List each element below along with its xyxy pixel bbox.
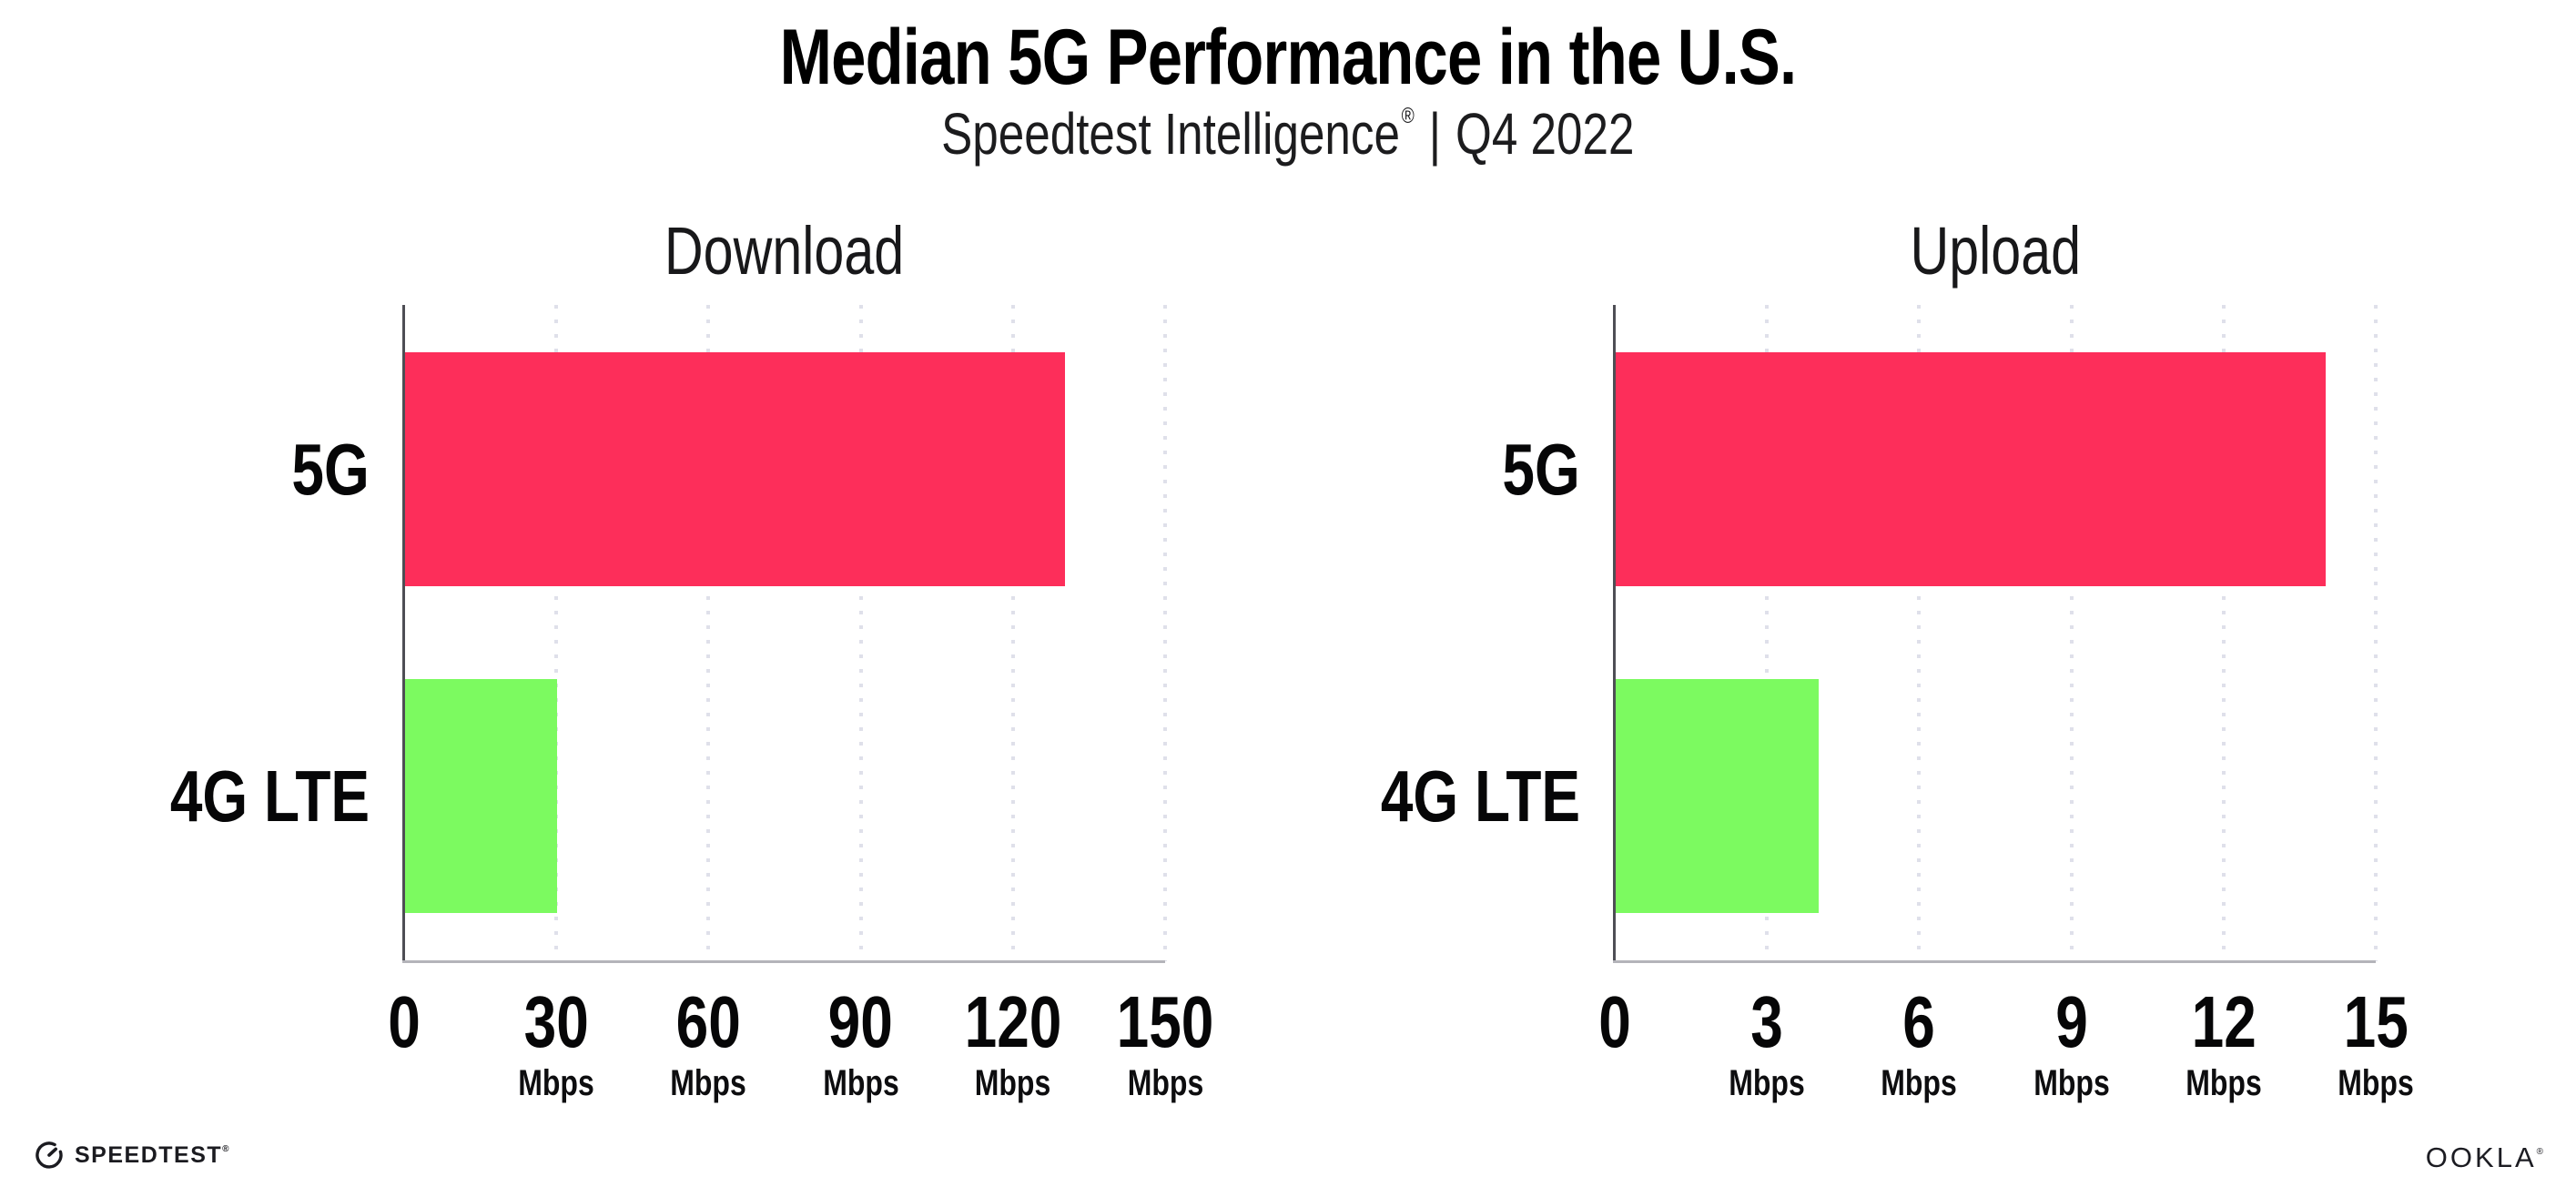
gridline-60: [706, 305, 711, 961]
upload-chart: Upload 0 3 Mbps 6 Mbps 9 Mbps 12 Mbps 15 Mbps 5G 4G …: [1381, 213, 2414, 1101]
download-bar-4g-lte: [405, 679, 558, 913]
download-y-axis-line: [402, 305, 405, 961]
x-tick-label: 15: [2343, 981, 2409, 1062]
subtitle-separator: |: [1428, 101, 1442, 167]
upload-bar-layer: [1615, 305, 2376, 961]
x-tick-unit-label: Mbps: [822, 1062, 899, 1103]
download-chart-title-text: Download: [664, 213, 905, 289]
x-tick-90: 90 Mbps: [813, 981, 908, 1103]
ookla-registered-mark: ®: [2536, 1147, 2546, 1157]
upload-bar-5g: [1616, 352, 2327, 586]
x-tick-unit-label: Mbps: [1881, 1062, 1958, 1103]
registered-mark: ®: [1401, 104, 1415, 128]
x-tick-150: 150 Mbps: [1104, 981, 1225, 1103]
ookla-wordmark-text: OOKLA: [2425, 1141, 2537, 1173]
x-tick-30: 30 Mbps: [509, 981, 603, 1103]
upload-x-axis-line: [1613, 960, 2376, 963]
speedtest-wordmark-text: SPEEDTEST: [75, 1141, 223, 1168]
gridline-120: [1010, 305, 1015, 961]
x-tick-label: 30: [523, 981, 589, 1062]
speedtest-logo: SPEEDTEST®: [34, 1140, 230, 1171]
x-tick-label: 60: [675, 981, 741, 1062]
upload-chart-title: Upload: [1615, 212, 2376, 289]
x-tick-3: 3 Mbps: [1719, 981, 1814, 1103]
x-tick-12: 12 Mbps: [2176, 981, 2271, 1103]
gridline-15: [2374, 305, 2378, 961]
chart-subtitle: Speedtest Intelligence® | Q4 2022: [0, 100, 2576, 167]
category-label-5g: 5G: [1502, 428, 1580, 510]
chart-main-title: Median 5G Performance in the U.S.: [0, 13, 2576, 103]
upload-y-axis-line: [1613, 305, 1616, 961]
download-bar-layer: [404, 305, 1165, 961]
x-tick-label: 0: [1598, 981, 1631, 1062]
x-tick-unit-label: Mbps: [1127, 1062, 1203, 1103]
upload-bar-4g-lte: [1616, 679, 1819, 913]
download-grid-layer: [404, 305, 1167, 961]
x-tick-label: 0: [388, 981, 421, 1062]
x-tick-unit-label: Mbps: [518, 1062, 594, 1103]
subtitle-period: Q4 2022: [1455, 101, 1635, 167]
gridline-150: [1163, 305, 1167, 961]
gridline-9: [2069, 305, 2074, 961]
speedtest-gauge-icon: [35, 1141, 63, 1169]
x-tick-0: 0: [1595, 981, 1636, 1062]
download-chart-title: Download: [404, 212, 1165, 289]
chart-main-title-text: Median 5G Performance in the U.S.: [779, 14, 1798, 101]
category-label-4g-lte: 4G LTE: [169, 755, 370, 837]
download-bar-5g: [405, 352, 1065, 586]
x-tick-label: 6: [1902, 981, 1936, 1062]
download-x-axis-line: [402, 960, 1165, 963]
x-tick-label: 3: [1750, 981, 1783, 1062]
speedtest-wordmark: SPEEDTEST®: [75, 1142, 230, 1169]
x-tick-label: 90: [827, 981, 894, 1062]
category-label-4g-lte: 4G LTE: [1380, 755, 1580, 837]
x-tick-120: 120 Mbps: [952, 981, 1073, 1103]
x-tick-0: 0: [384, 981, 425, 1062]
gridline-3: [1765, 305, 1770, 961]
gridline-90: [858, 305, 863, 961]
x-tick-unit-label: Mbps: [975, 1062, 1051, 1103]
x-tick-unit-label: Mbps: [670, 1062, 747, 1103]
ookla-logo: OOKLA®: [2426, 1141, 2546, 1174]
x-tick-9: 9 Mbps: [2023, 981, 2118, 1103]
download-chart: Download 0 30 Mbps 60 Mbps 90 Mbps 120 Mbps 150 Mb…: [170, 213, 1214, 1101]
gridline-30: [554, 305, 559, 961]
category-label-5g: 5G: [291, 428, 370, 510]
chart-subtitle-text: Speedtest Intelligence® | Q4 2022: [941, 100, 1634, 167]
x-tick-15: 15 Mbps: [2328, 981, 2423, 1103]
x-tick-unit-label: Mbps: [2033, 1062, 2110, 1103]
x-tick-label: 150: [1116, 981, 1214, 1062]
upload-chart-title-text: Upload: [1910, 213, 2081, 289]
x-tick-60: 60 Mbps: [661, 981, 756, 1103]
x-tick-unit-label: Mbps: [2338, 1062, 2414, 1103]
gridline-12: [2221, 305, 2226, 961]
x-tick-6: 6 Mbps: [1871, 981, 1966, 1103]
x-tick-unit-label: Mbps: [1729, 1062, 1805, 1103]
gridline-6: [1917, 305, 1922, 961]
x-tick-label: 120: [964, 981, 1062, 1062]
x-tick-unit-label: Mbps: [2186, 1062, 2262, 1103]
subtitle-brand: Speedtest Intelligence: [941, 101, 1401, 167]
upload-grid-layer: [1615, 305, 2378, 961]
speedtest-registered-mark: ®: [222, 1143, 231, 1154]
x-tick-label: 9: [2054, 981, 2088, 1062]
x-tick-label: 12: [2191, 981, 2257, 1062]
